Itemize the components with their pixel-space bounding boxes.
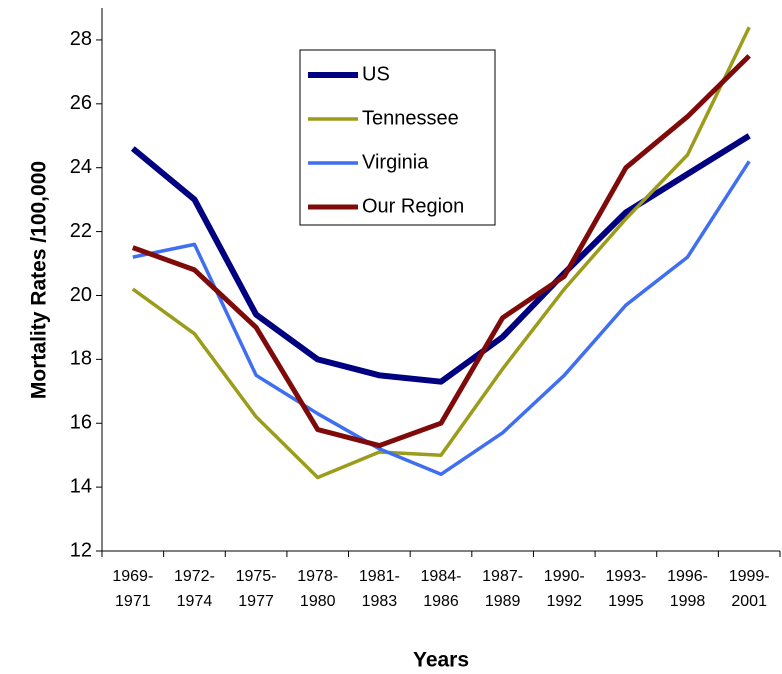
x-tick-label: 1975-1977 bbox=[235, 568, 277, 610]
y-tick-label: 16 bbox=[70, 412, 92, 434]
y-tick-label: 24 bbox=[70, 156, 92, 178]
y-tick-label: 22 bbox=[70, 220, 92, 242]
x-tick-label: 1993-1995 bbox=[605, 568, 647, 610]
series-line bbox=[132, 160, 751, 477]
legend-label: US bbox=[362, 63, 390, 85]
x-tick-label: 1984-1986 bbox=[420, 568, 462, 610]
x-tick-label: 1969-1971 bbox=[112, 568, 154, 610]
x-axis-label: Years bbox=[413, 649, 469, 672]
legend-label: Virginia bbox=[362, 151, 429, 173]
series-line bbox=[131, 54, 751, 449]
y-axis-label: Mortality Rates /100,000 bbox=[28, 161, 51, 399]
x-tick-label: 1972-1974 bbox=[173, 568, 215, 610]
legend-box bbox=[299, 49, 496, 226]
y-tick-label: 18 bbox=[70, 348, 92, 370]
y-tick-label: 14 bbox=[70, 475, 92, 497]
x-tick-label: 1981-1983 bbox=[358, 568, 400, 610]
legend-label: Our Region bbox=[362, 195, 464, 217]
x-tick-label: 1987-1989 bbox=[482, 568, 524, 610]
x-tick-label: 1978-1980 bbox=[297, 568, 339, 610]
y-tick-label: 28 bbox=[70, 28, 92, 50]
x-tick-label: 1996-1998 bbox=[667, 568, 708, 610]
series-line bbox=[131, 26, 751, 480]
legend-label: Tennessee bbox=[362, 107, 459, 129]
x-tick-label: 1990-1992 bbox=[543, 568, 585, 610]
y-tick-label: 20 bbox=[70, 284, 92, 306]
y-tick-label: 12 bbox=[70, 539, 92, 561]
x-tick-label: 1999-2001 bbox=[728, 568, 770, 610]
y-tick-label: 26 bbox=[70, 92, 92, 114]
